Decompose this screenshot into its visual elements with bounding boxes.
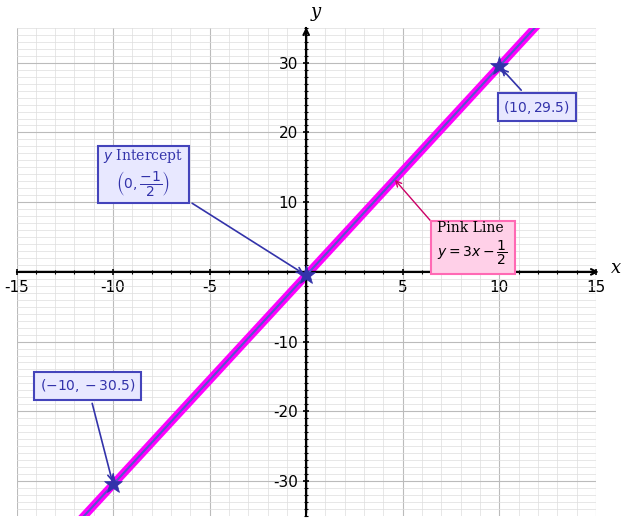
Text: y: y [311,3,321,21]
Text: $( -10, -30.5 )$: $( -10, -30.5 )$ [40,378,136,480]
Text: $y$ Intercept
$\left( 0 , \dfrac{-1}{2} \right)$: $y$ Intercept $\left( 0 , \dfrac{-1}{2} … [103,147,302,273]
Text: Pink Line
$y = 3x - \dfrac{1}{2}$: Pink Line $y = 3x - \dfrac{1}{2}$ [437,221,508,267]
Text: x: x [611,259,621,277]
Text: $( 10, 29.5 )$: $( 10, 29.5 )$ [502,70,570,115]
